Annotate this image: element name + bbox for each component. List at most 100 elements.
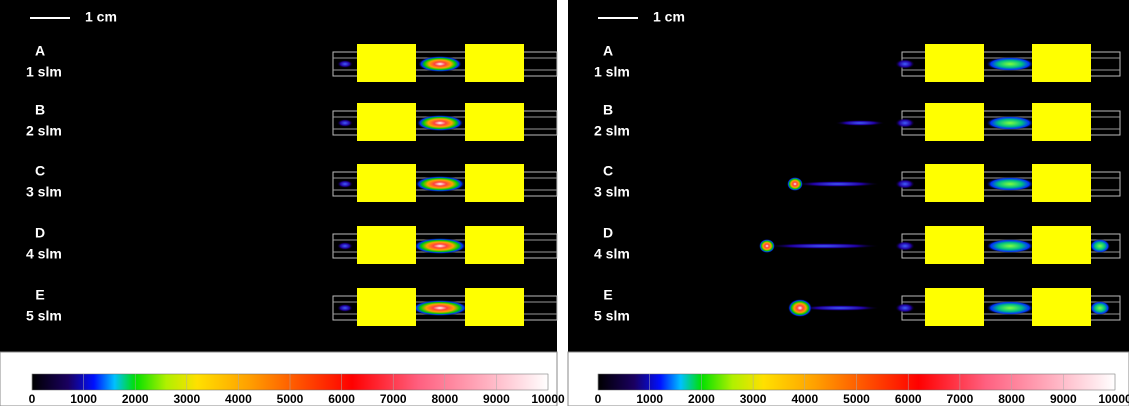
colorbar-tick-label: 10000	[1098, 392, 1129, 406]
colorbar-tick-label: 2000	[122, 392, 149, 406]
plasma-glow	[895, 241, 915, 251]
plasma-glow	[412, 300, 468, 316]
colorbar-tick-label: 2000	[688, 392, 715, 406]
electrode	[357, 164, 416, 202]
row-flow: 5 slm	[594, 308, 630, 324]
colorbar-tick-label: 1000	[636, 392, 663, 406]
electrode	[465, 44, 524, 82]
plasma-glow	[337, 119, 353, 127]
plume-head	[759, 239, 775, 253]
electrode	[1032, 288, 1091, 326]
plume-tail	[767, 243, 880, 249]
colorbar-tick-label: 3000	[740, 392, 767, 406]
plume-tail	[800, 305, 880, 311]
row-letter: D	[603, 225, 613, 241]
electrode	[465, 164, 524, 202]
row-flow: 2 slm	[26, 123, 62, 139]
plume-head	[787, 177, 803, 191]
tube-outline	[332, 233, 558, 259]
colorbar-tick-label: 0	[595, 392, 602, 406]
colorbar-tick-label: 0	[29, 392, 36, 406]
plasma-glow	[337, 60, 353, 68]
colorbar-tick-label: 7000	[380, 392, 407, 406]
plasma-glow	[337, 180, 353, 188]
electrode	[465, 226, 524, 264]
colorbar-tick-label: 10000	[531, 392, 565, 406]
row-flow: 3 slm	[26, 184, 62, 200]
electrode	[1032, 164, 1091, 202]
plasma-glow	[418, 56, 462, 72]
row-letter: A	[35, 43, 45, 59]
electrode	[1032, 226, 1091, 264]
row-flow: 1 slm	[594, 64, 630, 80]
electrode	[465, 103, 524, 141]
electrode	[1032, 44, 1091, 82]
row-letter: D	[35, 225, 45, 241]
colorbar-tick-label: 9000	[483, 392, 510, 406]
row-letter: E	[603, 287, 612, 303]
electrode	[925, 288, 984, 326]
colorbar-tick-label: 8000	[998, 392, 1025, 406]
row-letter: C	[35, 163, 45, 179]
plasma-glow	[415, 176, 465, 192]
row-flow: 4 slm	[594, 246, 630, 262]
colorbar-tick-label: 6000	[895, 392, 922, 406]
electrode	[357, 103, 416, 141]
row-flow: 2 slm	[594, 123, 630, 139]
colorbar-tick-label: 9000	[1050, 392, 1077, 406]
scale-label: 1 cm	[85, 9, 117, 25]
row-flow: 4 slm	[26, 246, 62, 262]
colorbar-tick-label: 4000	[791, 392, 818, 406]
electrode	[925, 103, 984, 141]
tube-outline	[332, 171, 558, 197]
scale-label: 1 cm	[653, 9, 685, 25]
row-letter: B	[35, 102, 45, 118]
colorbar-tick-label: 3000	[173, 392, 200, 406]
plasma-glow	[1090, 301, 1110, 315]
panel-background	[0, 0, 557, 352]
plasma-glow	[986, 239, 1034, 253]
plasma-glow	[986, 177, 1034, 191]
plasma-glow	[895, 118, 915, 128]
row-letter: E	[35, 287, 44, 303]
plasma-glow	[416, 115, 464, 131]
plasma-glow	[895, 59, 915, 69]
plasma-glow	[337, 304, 353, 312]
colorbar-tick-label: 1000	[70, 392, 97, 406]
electrode	[1032, 103, 1091, 141]
plasma-glow	[986, 57, 1034, 71]
electrode	[925, 164, 984, 202]
plasma-glow	[986, 301, 1034, 315]
row-flow: 1 slm	[26, 64, 62, 80]
plume-head	[788, 299, 812, 317]
plasma-glow	[895, 179, 915, 189]
plasma-glow	[337, 242, 353, 250]
electrode	[357, 288, 416, 326]
electrode	[465, 288, 524, 326]
row-letter: B	[603, 102, 613, 118]
tube-outline	[332, 51, 558, 77]
plasma-glow	[1090, 239, 1110, 253]
plume-tail	[835, 120, 885, 126]
colorbar-tick-label: 7000	[947, 392, 974, 406]
row-letter: A	[603, 43, 613, 59]
row-flow: 3 slm	[594, 184, 630, 200]
row-flow: 5 slm	[26, 308, 62, 324]
electrode	[357, 44, 416, 82]
plasma-glow	[895, 303, 915, 313]
plasma-glow	[986, 116, 1034, 130]
colorbar-tick-label: 5000	[843, 392, 870, 406]
colorbar-tick-label: 5000	[277, 392, 304, 406]
electrode	[925, 226, 984, 264]
tube-outline	[332, 110, 558, 136]
colorbar-tick-label: 6000	[328, 392, 355, 406]
tube-outline	[332, 295, 558, 321]
colorbar-tick-label: 8000	[431, 392, 458, 406]
plume-tail	[795, 181, 880, 187]
row-letter: C	[603, 163, 613, 179]
colorbar-tick-label: 4000	[225, 392, 252, 406]
plasma-glow	[413, 238, 467, 254]
electrode	[925, 44, 984, 82]
electrode	[357, 226, 416, 264]
